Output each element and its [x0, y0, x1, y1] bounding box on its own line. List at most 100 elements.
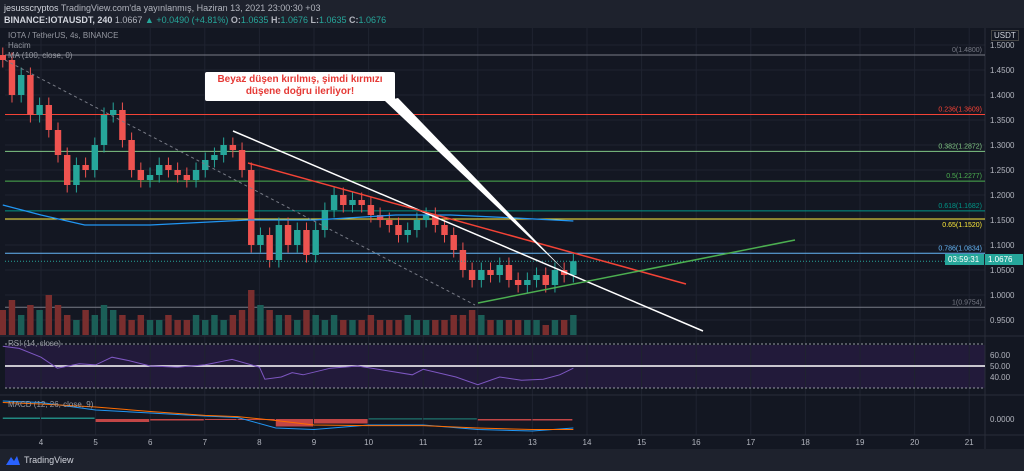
volume-bar [211, 315, 218, 335]
candle-body [17, 75, 25, 95]
candle-body [284, 225, 292, 245]
candle-body [128, 140, 135, 170]
legend-volume[interactable]: Hacim [8, 41, 31, 50]
volume-bar [248, 290, 255, 335]
candle-body [275, 225, 283, 260]
candle-body [174, 170, 181, 175]
candle-body [211, 155, 218, 160]
fib-level-label: 0.382(1.2872) [938, 143, 982, 150]
symbol: BINANCE:IOTAUSDT, 240 [4, 15, 113, 25]
close-value: 1.0676 [358, 15, 387, 25]
low-label: L: [310, 15, 320, 25]
rsi-tick: 40.00 [990, 373, 1011, 382]
volume-bar [459, 315, 467, 335]
volume-bar [404, 315, 411, 335]
volume-bar [376, 320, 384, 335]
candle-body [119, 110, 126, 140]
macd-histogram-bar [423, 418, 477, 420]
volume-bar [284, 315, 292, 335]
volume-bar [542, 325, 549, 335]
candle-body [533, 275, 540, 280]
candle-body [303, 230, 310, 255]
volume-bar [109, 310, 117, 335]
candle-body [183, 175, 191, 180]
legend-series[interactable]: IOTA / TetherUS, 4s, BINANCE [8, 31, 119, 40]
volume-bar [119, 315, 126, 335]
legend-macd[interactable]: MACD (12, 26, close, 9) [8, 400, 94, 409]
time-tick: 10 [364, 438, 373, 447]
time-tick: 6 [148, 438, 153, 447]
volume-bar [432, 320, 439, 335]
volume-bar [570, 315, 577, 335]
fib-level-label: 0.65(1.1520) [942, 222, 982, 229]
candle-body [468, 270, 476, 280]
candle-body [422, 215, 430, 220]
volume-bar [137, 315, 145, 335]
volume-bar [27, 305, 34, 335]
current-price: 1.0676 [985, 254, 1023, 265]
volume-bar [266, 310, 273, 335]
close-label: C: [349, 15, 359, 25]
candle-body [73, 165, 80, 185]
volume-bar [487, 320, 494, 335]
price-chart[interactable]: 1.5000 1.4500 1.4000 1.3500 1.3000 1.2500 1.20… [0, 28, 1024, 449]
volume-bar [45, 295, 53, 335]
volume-bar [229, 315, 237, 335]
volume-bar [238, 310, 246, 335]
white-descending-trendline [232, 130, 704, 332]
callout-line-2: düşene doğru ilerliyor! [245, 86, 355, 97]
candle-body [321, 210, 329, 230]
volume-bar [468, 310, 476, 335]
volume-bar [8, 300, 16, 335]
candle-body [54, 130, 62, 155]
time-tick: 11 [419, 438, 428, 447]
callout-annotation[interactable]: Beyaz düşen kırılmış, şimdi kırmızı düşe… [205, 72, 395, 101]
volume-bar [358, 320, 365, 335]
time-tick: 13 [528, 438, 537, 447]
macd-histogram-bar [368, 418, 423, 420]
candle-body [459, 250, 467, 270]
signal-line [2, 402, 574, 430]
volume-bar [524, 320, 531, 335]
macd-histogram-bar [150, 419, 204, 421]
price-tick: 1.3500 [990, 116, 1015, 125]
price-tick: 1.3000 [990, 141, 1015, 150]
volume-bar [303, 310, 310, 335]
price-tick: 1.4000 [990, 91, 1015, 100]
volume-bar [450, 315, 457, 335]
rsi-tick: 60.00 [990, 351, 1011, 360]
volume-bar [505, 320, 513, 335]
fib-level-label: 0.5(1.2277) [946, 173, 982, 180]
candle-body [0, 55, 7, 60]
time-tick: 18 [801, 438, 810, 447]
volume-bar [496, 320, 503, 335]
volume-bar [533, 320, 540, 335]
candle-body [524, 280, 531, 285]
tradingview-logo-icon [6, 456, 20, 465]
legend-ma[interactable]: MA (100, close, 0) [8, 51, 73, 60]
brand[interactable]: TradingView [24, 455, 74, 465]
candle-body [514, 280, 522, 285]
candle-body [386, 220, 393, 225]
green-ascending-trendline [477, 239, 796, 304]
legend-rsi[interactable]: RSI (14, close) [8, 339, 61, 348]
candle-body [312, 230, 319, 255]
published-info: TradingView.com'da yayınlanmış, Haziran … [60, 3, 321, 13]
candle-body [570, 261, 577, 275]
volume-bar [192, 315, 200, 335]
candle-body [192, 170, 200, 180]
author[interactable]: jesusscryptos [4, 3, 59, 13]
candle-body [376, 215, 384, 220]
candle-body [478, 270, 485, 280]
candle-body [36, 105, 43, 115]
fib-level-label: 0.236(1.3609) [938, 107, 982, 114]
time-tick: 8 [257, 438, 262, 447]
time-tick: 4 [39, 438, 44, 447]
price-tick: 1.4500 [990, 66, 1015, 75]
macd-histogram-bar [204, 419, 237, 420]
last-price: 1.0667 [114, 15, 143, 25]
time-tick: 14 [583, 438, 592, 447]
fib-level-label: 1(0.9754) [952, 299, 982, 306]
macd-histogram-bar [41, 417, 95, 419]
time-tick: 16 [692, 438, 701, 447]
